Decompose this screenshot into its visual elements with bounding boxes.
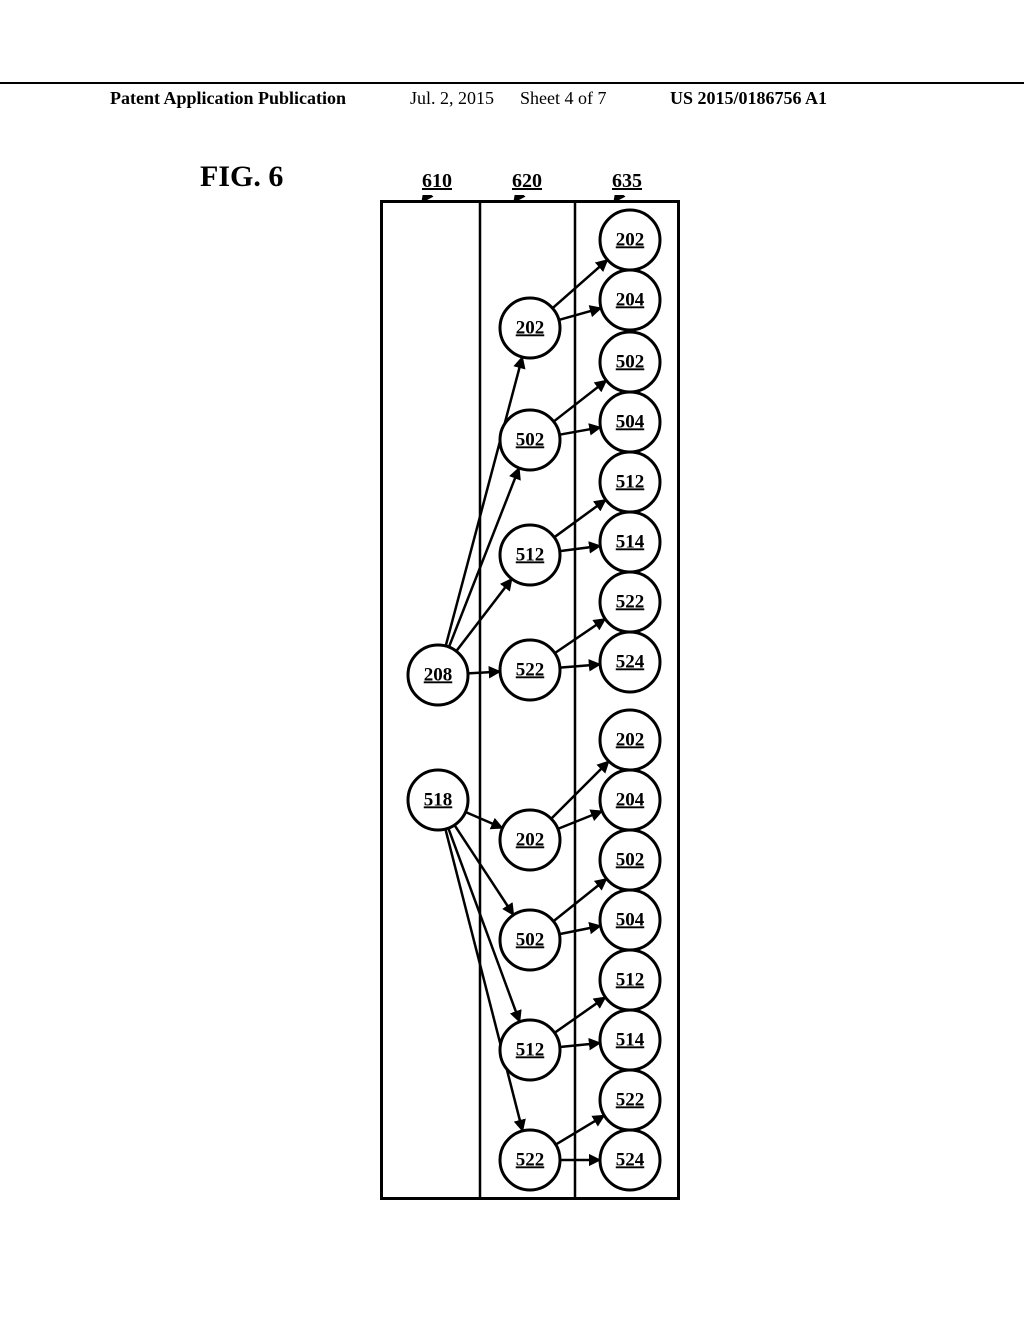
header-sheet: Sheet 4 of 7 — [520, 88, 606, 109]
svg-text:514: 514 — [616, 531, 645, 552]
node-r_522b: 522 — [600, 1070, 660, 1130]
page: Patent Application Publication Jul. 2, 2… — [0, 0, 1024, 1320]
figure-title: FIG. 6 — [200, 160, 283, 194]
header-rule — [0, 82, 1024, 84]
node-r_522a: 522 — [600, 572, 660, 632]
svg-text:502: 502 — [516, 429, 545, 450]
svg-text:502: 502 — [616, 351, 645, 372]
node-r_524b: 524 — [600, 1130, 660, 1190]
node-n518: 518 — [408, 770, 468, 830]
svg-text:204: 204 — [616, 289, 645, 310]
node-r_524a: 524 — [600, 632, 660, 692]
node-r_512a: 512 — [600, 452, 660, 512]
svg-text:522: 522 — [516, 659, 545, 680]
node-r_202b: 202 — [600, 710, 660, 770]
header-date: Jul. 2, 2015 — [410, 88, 494, 109]
col-header-620: 620 — [512, 170, 542, 193]
node-m1_202: 202 — [500, 298, 560, 358]
header-left: Patent Application Publication — [110, 88, 346, 109]
node-m2_502: 502 — [500, 910, 560, 970]
svg-text:204: 204 — [616, 789, 645, 810]
node-r_514a: 514 — [600, 512, 660, 572]
svg-text:202: 202 — [516, 317, 545, 338]
node-r_204b: 204 — [600, 770, 660, 830]
node-r_502a: 502 — [600, 332, 660, 392]
node-r_504a: 504 — [600, 392, 660, 452]
svg-text:202: 202 — [616, 729, 645, 750]
svg-text:502: 502 — [516, 929, 545, 950]
node-m2_202: 202 — [500, 810, 560, 870]
node-m2_512: 512 — [500, 1020, 560, 1080]
svg-text:512: 512 — [516, 1039, 545, 1060]
header-right: US 2015/0186756 A1 — [670, 88, 827, 109]
node-r_204a: 204 — [600, 270, 660, 330]
node-r_514b: 514 — [600, 1010, 660, 1070]
node-r_504b: 504 — [600, 890, 660, 950]
node-r_202a: 202 — [600, 210, 660, 270]
node-r_512b: 512 — [600, 950, 660, 1010]
node-m1_502: 502 — [500, 410, 560, 470]
node-m1_512: 512 — [500, 525, 560, 585]
svg-text:524: 524 — [616, 651, 645, 672]
svg-text:504: 504 — [616, 909, 645, 930]
svg-text:522: 522 — [516, 1149, 545, 1170]
svg-text:512: 512 — [616, 471, 645, 492]
svg-text:518: 518 — [424, 789, 453, 810]
svg-text:524: 524 — [616, 1149, 645, 1170]
col-header-610: 610 — [422, 170, 452, 193]
svg-text:502: 502 — [616, 849, 645, 870]
node-m2_522: 522 — [500, 1130, 560, 1190]
node-m1_522: 522 — [500, 640, 560, 700]
svg-text:208: 208 — [424, 664, 453, 685]
svg-text:522: 522 — [616, 1089, 645, 1110]
svg-text:202: 202 — [616, 229, 645, 250]
svg-text:514: 514 — [616, 1029, 645, 1050]
node-r_502b: 502 — [600, 830, 660, 890]
col-header-635: 635 — [612, 170, 642, 193]
node-n208: 208 — [408, 645, 468, 705]
svg-text:512: 512 — [516, 544, 545, 565]
svg-text:522: 522 — [616, 591, 645, 612]
svg-text:202: 202 — [516, 829, 545, 850]
svg-text:512: 512 — [616, 969, 645, 990]
svg-text:504: 504 — [616, 411, 645, 432]
diagram-svg: 208 518 202 502 512 522 202 502 512 522 202 204 502 5… — [380, 195, 680, 1205]
